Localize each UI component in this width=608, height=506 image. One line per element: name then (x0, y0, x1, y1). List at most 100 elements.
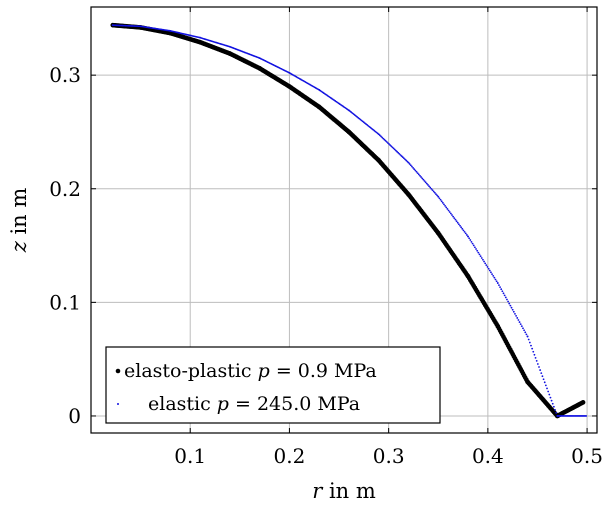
series-1-dot (452, 215, 455, 218)
series-1-dot (414, 169, 417, 172)
series-1-dot (415, 170, 418, 173)
legend-marker-elastic (117, 403, 119, 405)
series-1-dot (468, 237, 471, 240)
series-1-dot (476, 249, 479, 252)
series-1-dot (460, 226, 463, 229)
series-1-dot (531, 347, 534, 350)
series-1-dot (378, 134, 381, 137)
series-1-dot (381, 136, 384, 139)
legend-label-elasto-plastic: elasto-plastic p = 0.9 MPa (124, 360, 377, 382)
series-1-dot (542, 378, 545, 381)
series-1-dot (504, 296, 507, 299)
data-point (111, 24, 114, 27)
data-point (288, 71, 291, 74)
series-1-dot (484, 262, 487, 265)
series-1-dot (425, 182, 428, 185)
series-1-dot (550, 399, 553, 402)
legend-label-elasto-plastic-prefix: elasto-plastic (124, 360, 258, 382)
series-1-dot (487, 267, 490, 270)
series-1-dot (443, 203, 445, 206)
series-1-dot (469, 239, 472, 241)
series-1-dot (548, 393, 551, 396)
series-1-dot (401, 156, 404, 159)
series-1-dot (528, 341, 531, 344)
series-1-dot (388, 143, 390, 145)
data-point (316, 104, 322, 110)
series-1-dot (544, 384, 547, 387)
series-1-dot (519, 323, 522, 326)
legend-label-elastic: elastic p = 245.0 MPa (148, 393, 360, 415)
data-point (318, 89, 321, 91)
series-1-dot (536, 363, 539, 365)
series-1-dot (445, 206, 448, 209)
series-1-dot (427, 184, 429, 186)
series-1 (111, 24, 587, 417)
series-1-dot (400, 155, 403, 157)
series-1-dot (419, 174, 421, 177)
series-1-dot (392, 147, 395, 150)
series-1-dot (385, 140, 388, 143)
legend-label-elastic-var: p (217, 393, 229, 415)
series-1-dot (499, 286, 501, 289)
series-1-dot (403, 157, 405, 160)
series-1-dot (555, 412, 558, 414)
series-1-dot (535, 360, 538, 362)
series-1-dot (515, 315, 517, 317)
data-point (377, 133, 380, 136)
legend-label-elastic-prefix: elastic (148, 393, 217, 415)
data-point (435, 230, 441, 236)
x-tick-label: 0.4 (472, 444, 504, 468)
series-1-dot (507, 300, 509, 303)
series-1-dot (453, 217, 456, 220)
series-1-dot (494, 278, 497, 281)
series-1-dot (512, 310, 515, 313)
data-point (467, 235, 469, 238)
y-axis-label: z in m (7, 188, 31, 254)
series-1-dot (506, 298, 508, 301)
series-1-dot (495, 280, 498, 283)
legend-label-elasto-plastic-value: = 0.9 MPa (270, 360, 377, 382)
series-1-dot (422, 178, 425, 181)
series-1-dot (397, 151, 400, 154)
series-1-dot (482, 258, 484, 261)
series-1-dot (530, 344, 532, 347)
x-tick-label: 0.5 (571, 444, 603, 468)
series-1-dot (510, 306, 513, 309)
series-1-dot (413, 168, 416, 171)
series-1-dot (411, 165, 413, 168)
series-1-dot (478, 253, 481, 256)
series-1-dot (480, 257, 483, 259)
legend-marker-elasto-plastic (115, 368, 121, 374)
x-tick-label: 0.3 (373, 444, 405, 468)
series-1-dot (412, 166, 414, 169)
data-point (580, 400, 586, 405)
data-point (496, 282, 499, 284)
series-1-dot (382, 137, 385, 140)
series-1-dot (463, 230, 466, 233)
series-1-dot (440, 200, 443, 203)
axis-ticks: 0.1 0.2 0.3 0.4 0.5 0 0.1 0.2 0.3 (49, 7, 603, 468)
series-1-dot (398, 152, 401, 155)
data-point (346, 129, 352, 135)
series-1-dot (483, 260, 485, 263)
data-point (199, 36, 202, 39)
y-axis-label-var: z (7, 240, 31, 253)
data-point (227, 51, 233, 56)
series-1-dot (547, 390, 550, 393)
series-1-dot (500, 288, 503, 291)
data-point (556, 415, 559, 417)
series-1-dot (470, 240, 473, 243)
x-tick-label: 0.2 (274, 444, 306, 468)
data-point (287, 84, 292, 89)
series-1-dot (417, 173, 420, 176)
series-1-dot (502, 292, 505, 295)
series-1-dot (492, 274, 495, 277)
series-1-dot (448, 211, 451, 213)
series-1-dot (389, 144, 392, 147)
series-1-dot (399, 154, 402, 156)
series-1-dot (541, 375, 544, 378)
data-point (139, 25, 142, 28)
series-1-dot (525, 333, 528, 336)
series-1-dot (514, 312, 516, 315)
